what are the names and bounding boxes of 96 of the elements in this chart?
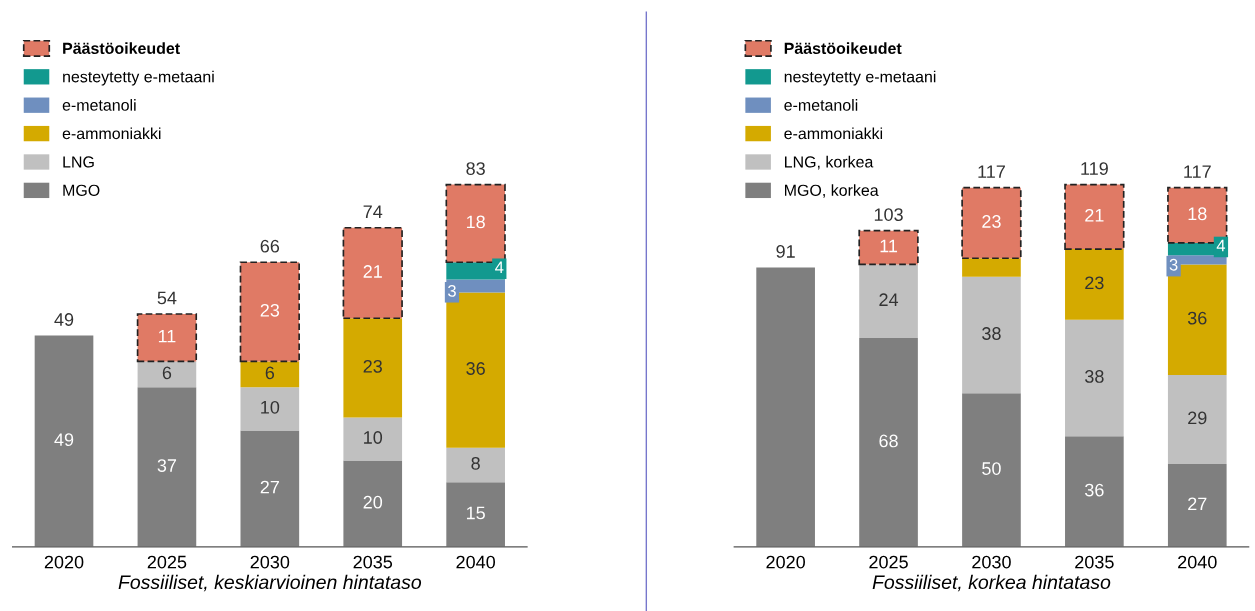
x-tick-label: 2040 — [1178, 555, 1217, 569]
data-label: 8 — [471, 456, 480, 470]
bar — [240, 430, 300, 547]
data-label: 21 — [1085, 208, 1104, 222]
data-label: 10 — [261, 400, 280, 414]
bar — [961, 186, 1022, 260]
legend-label: Päästöoikeudet — [63, 42, 180, 55]
legend-label: LNG — [63, 156, 94, 168]
x-tick-label: 2025 — [147, 555, 187, 569]
x-axis-title: Fossiiliset, keskiarvioinen hintataso — [118, 574, 422, 592]
data-label: 38 — [1085, 370, 1104, 383]
x-tick-label: 2030 — [250, 555, 290, 569]
data-label: 21 — [363, 265, 382, 278]
data-label: 4 — [1216, 239, 1226, 252]
legend-label: Päästöoikeudet — [784, 42, 902, 55]
total-label: 91 — [776, 245, 795, 258]
data-label: 36 — [466, 362, 485, 375]
legend-label: e-ammoniakki — [784, 127, 883, 140]
data-label: 3 — [1169, 258, 1178, 271]
bar — [343, 417, 403, 461]
data-label: 24 — [879, 293, 899, 306]
data-label: 68 — [879, 434, 898, 448]
data-label: 38 — [982, 327, 1001, 340]
data-label: 6 — [265, 366, 275, 380]
bar — [858, 229, 919, 266]
bar — [859, 338, 918, 547]
data-label: 27 — [1188, 497, 1207, 511]
data-label: 20 — [363, 495, 383, 509]
legend-label: e-metanoli — [784, 99, 858, 111]
data-label: 11 — [880, 239, 898, 253]
bar — [1065, 319, 1124, 437]
bar — [1064, 183, 1125, 250]
x-tick-label: 2020 — [766, 555, 806, 569]
legend-label: MGO — [63, 184, 100, 196]
data-label: 36 — [1085, 483, 1104, 497]
bar — [240, 387, 300, 431]
bar — [962, 258, 1021, 277]
total-label: 119 — [1081, 162, 1108, 175]
bar — [962, 276, 1021, 394]
bar — [1065, 249, 1124, 320]
bar — [446, 482, 505, 547]
bar — [137, 361, 197, 388]
legend-label: MGO, korkea — [785, 184, 879, 198]
data-label: 10 — [364, 431, 383, 444]
data-label: 18 — [466, 215, 485, 229]
total-label: 103 — [874, 208, 903, 221]
data-label: 4 — [495, 261, 504, 274]
bar — [1167, 463, 1227, 547]
legend-label: LNG, korkea — [785, 155, 874, 170]
bar — [343, 460, 403, 547]
legend-label: e-metanoli — [62, 99, 136, 111]
bar — [239, 261, 300, 363]
bar — [240, 361, 300, 388]
bar — [343, 318, 403, 418]
x-tick-label: 2030 — [972, 555, 1011, 569]
data-label: 23 — [260, 303, 280, 317]
x-axis-title: Fossiiliset, korkea hintataso — [872, 574, 1111, 592]
data-label: 23 — [982, 215, 1001, 228]
data-label: 49 — [54, 433, 74, 447]
legend-label: nesteytetty e-metaani — [784, 70, 936, 86]
bar — [756, 267, 815, 547]
total-label: 49 — [54, 313, 74, 326]
x-tick-label: 2040 — [456, 555, 496, 569]
data-label: 15 — [466, 506, 485, 520]
data-label: 50 — [982, 462, 1001, 475]
bar — [1167, 374, 1227, 464]
data-label: 18 — [1188, 207, 1207, 221]
data-label: 23 — [1085, 276, 1104, 290]
data-label: 11 — [158, 329, 176, 343]
bar — [34, 335, 94, 547]
x-tick-label: 2020 — [44, 555, 84, 569]
bar — [137, 387, 197, 547]
total-label: 117 — [978, 165, 1005, 178]
data-label: 6 — [162, 366, 172, 380]
data-label: 36 — [1187, 311, 1207, 325]
x-tick-label: 2035 — [1075, 555, 1114, 569]
bar — [136, 313, 198, 363]
x-tick-label: 2035 — [353, 555, 393, 569]
total-label: 54 — [157, 291, 177, 305]
x-tick-label: 2025 — [869, 555, 908, 569]
total-label: 74 — [363, 205, 383, 218]
data-label: 29 — [1188, 411, 1207, 425]
bar — [446, 447, 505, 483]
data-label: 3 — [447, 284, 456, 297]
bar — [342, 226, 403, 320]
total-label: 117 — [1184, 165, 1211, 178]
total-label: 83 — [466, 162, 485, 175]
legend-label: e-ammoniakki — [62, 127, 161, 140]
bar — [962, 393, 1021, 547]
data-label: 27 — [260, 480, 279, 494]
total-label: 66 — [260, 239, 280, 253]
bar — [1065, 436, 1124, 547]
legend-label: nesteytetty e-metaani — [63, 70, 214, 86]
data-label: 23 — [363, 359, 382, 373]
data-label: 37 — [157, 459, 177, 472]
bar — [859, 264, 918, 339]
